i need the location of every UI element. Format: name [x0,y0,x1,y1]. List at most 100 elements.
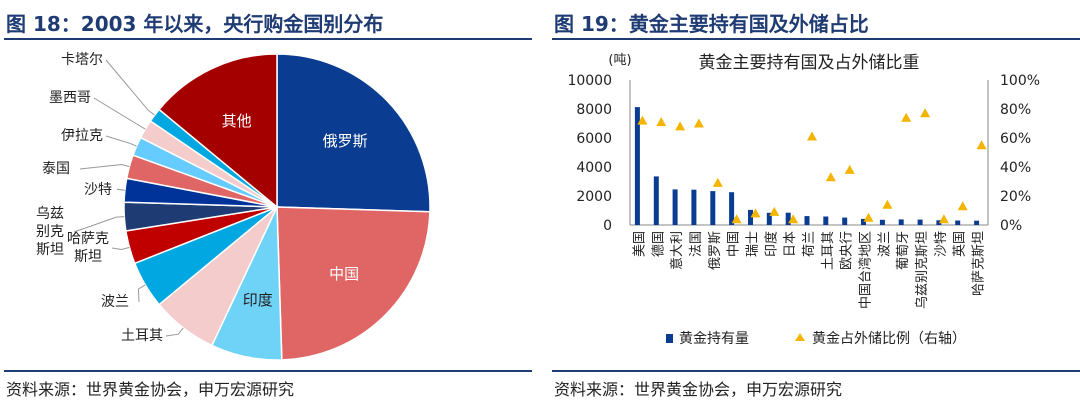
legend-marker-swatch [795,333,805,341]
bar [785,212,791,225]
pie-leader-line [79,163,130,170]
y2-tick-label: 0% [1000,218,1022,234]
ratio-marker [750,208,761,218]
x-tick-label: 法国 [689,231,704,257]
y-tick-label: 2000 [576,189,612,205]
ratio-marker [788,214,799,224]
y2-tick-label: 40% [1000,160,1031,176]
legend-marker-label: 黄金占外储比例（右轴） [812,330,966,347]
pie-leader-line [137,284,146,303]
left-source-note: 资料来源：世界黄金协会，申万宏源研究 [6,380,295,399]
ratio-marker [882,199,893,209]
ratio-marker [957,201,968,211]
x-tick-label: 葡萄牙 [896,231,911,270]
bar [710,191,716,225]
right-figure-title: 图 19：黄金主要持有国及外储占比 [554,12,869,36]
ratio-marker [901,112,912,122]
bar-chart: 黄金主要持有国及占外储比重 (吨) 0 2000 4000 6000 8000 10000 0%… [567,53,1040,347]
bar [766,212,772,225]
bar [748,209,753,225]
y2-tick-label: 80% [1000,102,1031,118]
right-top-divider [552,38,1080,40]
left-figure: 图 18：2003 年以来，央行购金国别分布 俄罗斯 中国 印度 土耳其 波兰 哈萨克斯坦… [0,0,532,408]
pie-slice-label: 沙特 [84,182,112,198]
bar [729,192,735,225]
x-tick-label: 俄罗斯 [708,231,723,270]
pie-slice [276,206,431,361]
x-tick-label: 荷兰 [802,231,817,257]
pie-slice-label: 伊拉克 [61,128,103,144]
pie-slice-label: 中国 [329,265,359,283]
ratio-marker [976,140,987,150]
bar [691,189,697,225]
pie-slice-label: 俄罗斯 [323,132,368,150]
left-bottom-divider [4,370,532,372]
ratio-marker [825,172,836,182]
pie-slice-label: 波兰 [101,294,129,310]
x-tick-label: 日本 [783,231,798,257]
bar-chart-title: 黄金主要持有国及占外储比重 [699,53,920,73]
bar [955,220,961,225]
bar [917,219,923,225]
x-tick-label: 印度 [763,231,779,257]
bar [634,107,640,225]
x-tick-label: 土耳其 [821,231,836,270]
ratio-marker [712,177,723,187]
bar [974,220,980,225]
pie-leader-line [116,188,125,191]
x-tick-label: 乌兹别克斯坦 [914,231,930,309]
pie-slice-label: 泰国 [42,161,70,177]
ratio-marker [731,214,742,224]
y-tick-label: 10000 [567,73,612,89]
left-figure-title: 图 18：2003 年以来，央行购金国别分布 [6,12,384,36]
pie-leader-line [111,246,130,251]
ratio-marker [675,121,686,131]
x-tick-label: 瑞士 [746,231,761,257]
y2-tick-label: 100% [1000,73,1040,89]
y-tick-label: 0 [603,218,612,234]
pie-slice-label: 印度 [243,291,273,309]
x-tick-label: 波兰 [877,231,892,257]
x-tick-label: 美国 [632,231,647,257]
bar [861,218,866,225]
x-tick-label: 哈萨克斯坦 [972,231,987,296]
pie-slice-label: 卡塔尔 [61,52,103,68]
bar [842,217,848,225]
ratio-marker [769,206,780,216]
pie-leader-line [73,216,125,233]
left-top-divider [4,38,532,40]
ratio-marker [863,212,874,222]
ratio-marker [938,214,949,224]
pie-slice-label: 其他 [222,112,252,130]
right-source-note: 资料来源：世界黄金协会，申万宏源研究 [554,380,843,399]
pie-leader-line [165,327,184,337]
bar [879,219,885,225]
x-tick-label: 欧央行 [840,231,855,270]
ratio-marker [844,164,855,174]
x-tick-label: 沙特 [934,231,949,257]
y2-tick-label: 20% [1000,189,1031,205]
y-axis-unit: (吨) [608,53,631,68]
y-tick-label: 6000 [576,131,612,147]
ratio-marker [920,108,931,118]
y-tick-label: 8000 [576,102,612,118]
ratio-marker [693,118,704,128]
bar [672,189,678,225]
x-tick-label: 中国台湾地区 [858,231,874,309]
pie-slice-label: 墨西哥 [49,90,91,106]
x-tick-label: 德国 [651,231,666,257]
x-tick-label: 英国 [953,231,968,257]
x-tick-label: 意大利 [669,231,685,270]
pie-leader-line [105,59,155,116]
pie-slice-label: 乌兹别克斯坦 [36,206,64,258]
right-figure: 图 19：黄金主要持有国及外储占比 黄金主要持有国及占外储比重 (吨) 0 2000 4… [548,0,1080,408]
ratio-marker [807,131,817,141]
bar [898,219,904,225]
x-tick-label: 中国 [727,231,742,257]
legend-bar-swatch [666,334,673,343]
pie-leader-line [105,135,137,147]
bar [653,176,659,225]
ratio-marker [656,117,667,127]
pie-slice [276,53,431,213]
